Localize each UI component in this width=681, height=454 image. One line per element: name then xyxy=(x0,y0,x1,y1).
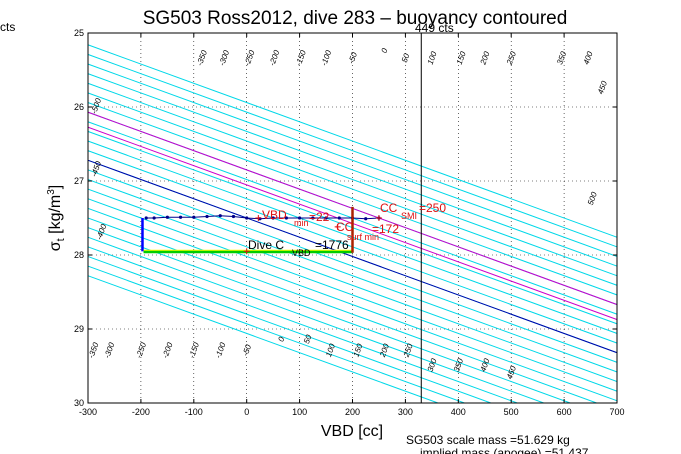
svg-text:σt [kg/m3]: σt [kg/m3] xyxy=(46,185,67,252)
svg-text:=22: =22 xyxy=(309,210,330,224)
contour-label: 350 xyxy=(555,50,568,66)
contour-line xyxy=(88,246,518,403)
x-tick-label: 300 xyxy=(398,407,413,417)
x-tick-label: 0 xyxy=(244,407,249,417)
series-point xyxy=(311,216,315,220)
annotation-dive-c: Dive C VBD =1776 xyxy=(248,238,349,258)
implied-mass-note: implied mass (apogee) =51.437 xyxy=(420,446,589,454)
contour-label: 150 xyxy=(352,342,365,358)
x-tick-label: 100 xyxy=(292,407,307,417)
y-tick-label: 28 xyxy=(74,250,84,260)
svg-text:min: min xyxy=(294,218,309,228)
contour-line xyxy=(88,63,617,258)
x-tick-label: 400 xyxy=(451,407,466,417)
annotation-cc-smi: CC SMI =250 xyxy=(380,201,446,221)
series-point xyxy=(178,215,183,219)
data-markers xyxy=(243,215,382,255)
series-point xyxy=(298,216,302,220)
contour-label: 400 xyxy=(582,50,595,66)
x-tick-label: -300 xyxy=(79,407,97,417)
series-point xyxy=(245,216,249,220)
scale-mass-note: SG503 scale mass =51.629 kg xyxy=(406,433,570,447)
contour-line xyxy=(88,265,465,403)
contour-label: 0 xyxy=(276,335,286,343)
annotation-vbd-min: VBD min =22 xyxy=(262,208,330,228)
series-point xyxy=(284,216,288,220)
contour-line xyxy=(88,227,571,403)
series-point xyxy=(337,216,341,220)
svg-text:VBD: VBD xyxy=(292,248,311,258)
contour-label: 100 xyxy=(426,50,439,66)
contour-line xyxy=(88,92,617,286)
contour-line xyxy=(88,169,617,363)
contour-line xyxy=(88,198,617,392)
series-point xyxy=(271,216,275,220)
x-tick-label: 700 xyxy=(609,407,624,417)
series-point xyxy=(218,214,222,218)
contour-line xyxy=(88,207,617,402)
series-point xyxy=(192,215,196,219)
contour-label: 450 xyxy=(505,364,518,380)
contour-label: 50 xyxy=(302,333,314,345)
svg-text:CC: CC xyxy=(336,220,354,234)
contour-label: 50 xyxy=(400,52,412,64)
marker-plus xyxy=(243,248,250,255)
contour-label: 100 xyxy=(324,342,337,358)
contour-label: 300 xyxy=(426,357,439,373)
contour-label: 450 xyxy=(596,79,609,95)
series-point xyxy=(231,214,236,219)
series-point xyxy=(152,216,156,220)
svg-text:Dive C: Dive C xyxy=(248,238,284,252)
marker-plus xyxy=(334,223,341,230)
x-tick-label: 600 xyxy=(557,407,572,417)
svg-text:=250: =250 xyxy=(419,201,446,215)
contour-line xyxy=(88,102,617,296)
y-axis-label: σt [kg/m3] xyxy=(46,185,67,252)
svg-text:CC: CC xyxy=(380,201,398,215)
contour-label: 150 xyxy=(455,50,468,66)
left-top-note: cts xyxy=(0,20,15,34)
contour-label: 400 xyxy=(479,357,492,373)
marker-plus xyxy=(375,215,382,221)
x-tick-label: 500 xyxy=(504,407,519,417)
contour-line xyxy=(88,236,544,403)
x-tick-label: 200 xyxy=(345,407,360,417)
contour-label: -50 xyxy=(241,343,254,357)
series-point xyxy=(324,216,328,220)
x-axis-label: VBD [cc] xyxy=(321,423,383,440)
contour-line xyxy=(88,275,439,403)
y-tick-label: 26 xyxy=(74,102,84,112)
y-tick-label: 29 xyxy=(74,324,84,334)
y-tick-label: 30 xyxy=(74,398,84,408)
chart-title: SG503 Ross2012, dive 283 – buoyancy cont… xyxy=(143,8,568,29)
y-axis-ticks: 25 26 27 28 29 30 xyxy=(74,28,617,408)
series-point xyxy=(144,216,148,220)
svg-text:=172: =172 xyxy=(372,222,399,236)
series-point xyxy=(165,215,169,219)
svg-text:=1776: =1776 xyxy=(315,238,349,252)
svg-text:SMI: SMI xyxy=(401,211,417,221)
annotation-cc-surf: CC surf min =172 xyxy=(336,220,399,242)
contour-line xyxy=(88,44,617,238)
series-point xyxy=(205,214,209,219)
contour-line xyxy=(88,255,492,403)
vline-label: 449 cts xyxy=(415,21,454,35)
y-tick-label: 27 xyxy=(74,176,84,186)
x-tick-label: -200 xyxy=(132,407,150,417)
contour-label: 0 xyxy=(380,46,390,54)
y-tick-label: 25 xyxy=(74,28,84,38)
contour-line xyxy=(88,53,617,248)
contour-line xyxy=(88,82,617,277)
contour-label: -50 xyxy=(347,51,360,65)
contour-label: 500 xyxy=(586,190,599,206)
x-axis-ticks: -300 -200 -100 0 100 200 300 400 500 600 700 xyxy=(79,33,625,417)
x-tick-label: -100 xyxy=(185,407,203,417)
svg-text:VBD: VBD xyxy=(262,208,287,222)
series-point xyxy=(364,217,368,221)
contour-label: 350 xyxy=(452,357,465,373)
contour-line xyxy=(88,73,617,267)
marker-plus xyxy=(255,215,262,221)
svg-text:surf min: surf min xyxy=(347,232,379,242)
